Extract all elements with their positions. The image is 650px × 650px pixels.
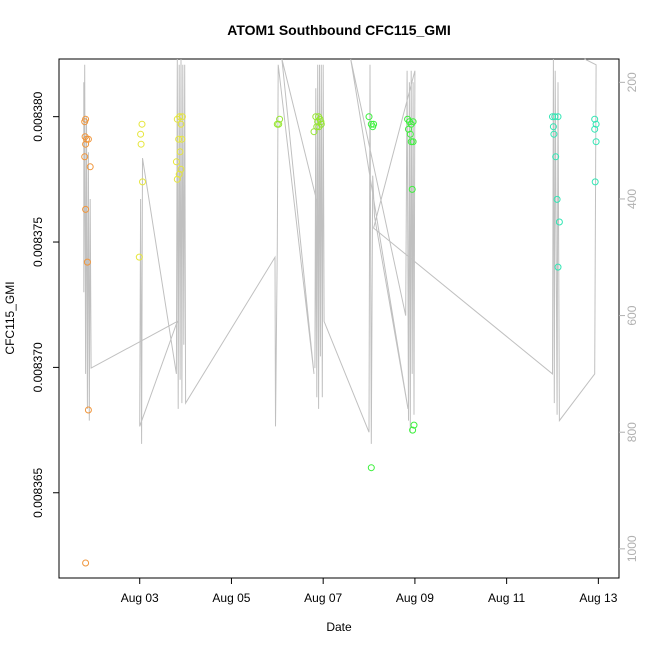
- data-point: [365, 113, 373, 121]
- data-point: [276, 115, 284, 123]
- x-tick-label: Aug 13: [579, 591, 617, 605]
- data-point: [137, 130, 145, 138]
- x-tick-label: Aug 11: [488, 591, 525, 605]
- x-axis-label: Date: [326, 620, 352, 634]
- data-point: [177, 165, 185, 173]
- data-point: [317, 120, 325, 128]
- x-tick-label: Aug 03: [121, 591, 159, 605]
- data-point: [408, 185, 416, 193]
- x-tick-label: Aug 07: [304, 591, 342, 605]
- data-point: [86, 163, 94, 171]
- x-axis: Aug 03 Aug 05 Aug 07 Aug 09 Aug 11 Aug 13: [121, 578, 618, 605]
- data-point: [367, 464, 375, 472]
- data-point: [370, 120, 378, 128]
- y-tick-label: 0.008365: [31, 467, 45, 517]
- data-point: [138, 120, 146, 128]
- pressure-line-layer: [83, 58, 597, 444]
- data-point: [172, 158, 180, 166]
- data-point: [84, 135, 92, 143]
- data-point: [82, 115, 90, 123]
- data-point: [553, 195, 561, 203]
- y2-tick-label: 400: [625, 189, 639, 209]
- data-point: [409, 426, 417, 434]
- data-point: [176, 113, 184, 121]
- y2-tick-label: 1000: [625, 535, 639, 562]
- data-point: [137, 140, 145, 148]
- pressure-line: [83, 58, 597, 444]
- data-point: [175, 135, 183, 143]
- data-point: [552, 153, 560, 161]
- data-point: [410, 421, 418, 429]
- y-tick-label: 0.008370: [31, 342, 45, 392]
- data-point: [406, 130, 414, 138]
- data-point: [407, 138, 415, 146]
- data-point: [275, 120, 283, 128]
- x-tick-label: Aug 05: [212, 591, 250, 605]
- data-point: [591, 115, 599, 123]
- data-point: [84, 406, 92, 414]
- y2-axis: 200 400 600 800 1000: [619, 72, 639, 562]
- data-point: [176, 148, 184, 156]
- data-point: [592, 138, 600, 146]
- y-tick-label: 0.008380: [31, 91, 45, 141]
- data-point: [550, 130, 558, 138]
- y-axis: 0.008365 0.008370 0.008375 0.008380: [31, 91, 59, 518]
- points-layer: [81, 113, 600, 567]
- data-point: [554, 263, 562, 271]
- data-point: [409, 118, 417, 126]
- plot-frame: [58, 58, 620, 579]
- data-point: [139, 178, 146, 186]
- data-point: [178, 113, 186, 121]
- data-point: [591, 125, 599, 133]
- data-point: [82, 205, 90, 213]
- data-point: [82, 559, 90, 567]
- y-axis-label: CFC115_GMI: [3, 281, 17, 354]
- data-point: [592, 120, 600, 128]
- data-point: [409, 138, 417, 146]
- y-tick-label: 0.008375: [31, 217, 45, 267]
- data-point: [591, 178, 599, 186]
- data-point: [554, 113, 562, 121]
- chart-title: ATOM1 Southbound CFC115_GMI: [227, 22, 451, 38]
- data-point: [551, 113, 559, 121]
- y2-tick-label: 200: [625, 72, 639, 92]
- data-point: [310, 128, 318, 136]
- data-point: [555, 218, 563, 226]
- y2-tick-label: 600: [625, 305, 639, 325]
- data-point: [83, 258, 91, 266]
- data-point: [549, 123, 557, 131]
- data-point: [173, 175, 181, 183]
- data-point: [178, 135, 186, 143]
- data-point: [83, 135, 90, 143]
- data-point: [177, 120, 185, 128]
- data-point: [81, 153, 89, 161]
- y2-tick-label: 800: [625, 422, 639, 442]
- data-point: [135, 253, 143, 261]
- x-tick-label: Aug 09: [396, 591, 434, 605]
